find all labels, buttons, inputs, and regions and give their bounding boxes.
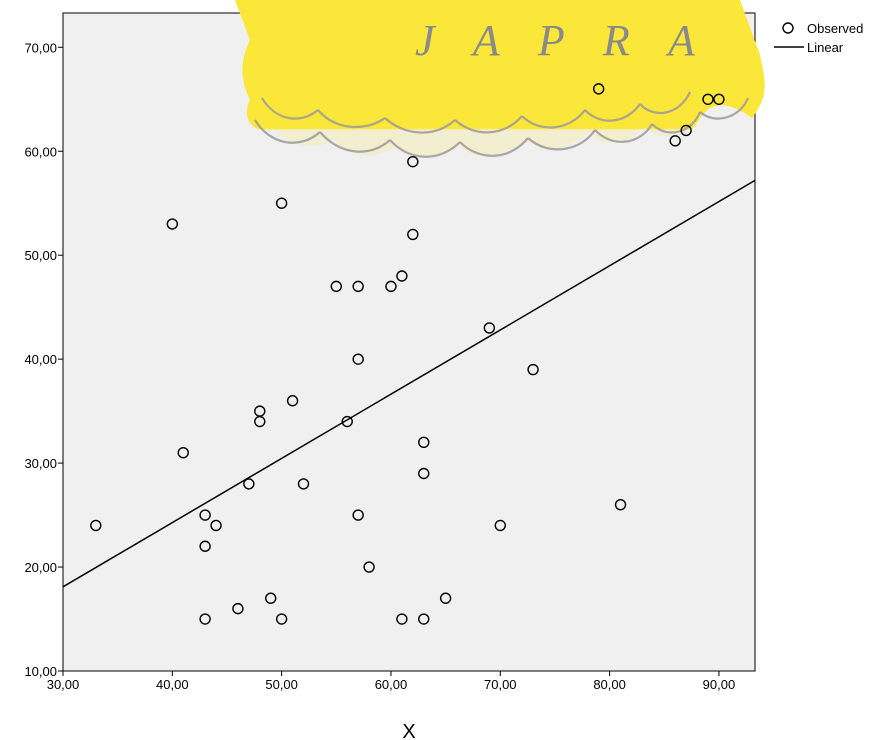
observed-point [286,395,299,407]
observed-point [669,135,681,147]
y-tick-label: 70,00 [24,40,57,55]
watermark-scallop [639,91,692,114]
observed-point [418,613,430,625]
watermark-scallop [389,139,461,158]
y-tick-label: 10,00 [24,664,57,679]
observed-point [265,592,277,604]
observed-point [275,613,288,625]
observed-point [243,478,255,490]
observed-point [592,83,605,95]
watermark-scallop [527,129,596,151]
watermark-scallop [699,97,750,120]
legend: Observed Linear [774,21,863,55]
x-tick-label: 80,00 [593,677,626,692]
x-tick-label: 40,00 [156,677,189,692]
watermark-scallop [384,117,456,134]
observed-point [275,197,288,209]
y-tick-label: 60,00 [24,144,57,159]
observed-point [341,415,353,428]
observed-point [177,447,189,459]
x-tick-label: 30,00 [47,677,80,692]
observed-point [352,280,364,293]
observed-point [407,155,419,168]
observed-point [352,353,364,365]
observed-point [494,519,506,532]
watermark-scallop [584,103,641,122]
observed-point [407,228,419,241]
watermark-band [235,0,765,157]
watermark-scallop [594,123,653,143]
legend-linear-label: Linear [807,40,844,55]
observed-point [363,561,375,573]
legend-observed-marker [782,22,794,34]
observed-points [90,83,725,625]
observed-point [614,498,627,511]
x-tick-label: 60,00 [375,677,408,692]
x-tick-label: 90,00 [703,677,736,692]
observed-point [439,592,452,604]
watermark-logo: J A P R A [235,0,765,158]
observed-point [166,218,179,230]
x-tick-label: 50,00 [265,677,298,692]
y-tick-label: 30,00 [24,456,57,471]
watermark-scallop [319,131,391,153]
watermark-text: J A P R A [415,16,709,65]
x-axis: 30,00 40,00 50,00 60,00 70,00 80,00 90,00 [47,671,735,692]
observed-point [232,602,244,615]
y-tick-label: 50,00 [24,248,57,263]
observed-point [254,415,266,428]
observed-point [713,93,725,105]
observed-point [680,124,692,137]
linear-fit-line [62,179,756,588]
observed-point [418,467,430,480]
observed-point [702,93,714,105]
observed-point [199,540,211,552]
observed-point [396,270,408,282]
observed-point [199,613,211,625]
legend-observed-label: Observed [807,21,863,36]
observed-point [483,322,496,334]
observed-point [396,613,408,625]
observed-point [352,509,364,521]
x-axis-title: X [402,721,415,740]
observed-point [90,519,102,532]
y-tick-label: 40,00 [24,352,57,367]
observed-point [297,478,310,490]
watermark-scallop [459,137,529,157]
observed-point [199,509,211,521]
watermark-scallop [254,119,321,144]
y-tick-label: 20,00 [24,560,57,575]
observed-point [527,363,539,376]
observed-point [210,519,222,532]
observed-point [418,436,430,449]
x-tick-label: 70,00 [484,677,517,692]
watermark-scallop [651,111,702,134]
observed-point [385,280,397,293]
regression-line-group [62,179,756,588]
watermark-scallop [261,97,319,120]
watermark-scallop [521,109,586,129]
y-axis: 10,00 20,00 30,00 40,00 50,00 60,00 70,00 [24,40,63,679]
observed-point [330,280,343,293]
watermark-scallop [317,109,386,129]
watermark-scallop [454,115,523,134]
